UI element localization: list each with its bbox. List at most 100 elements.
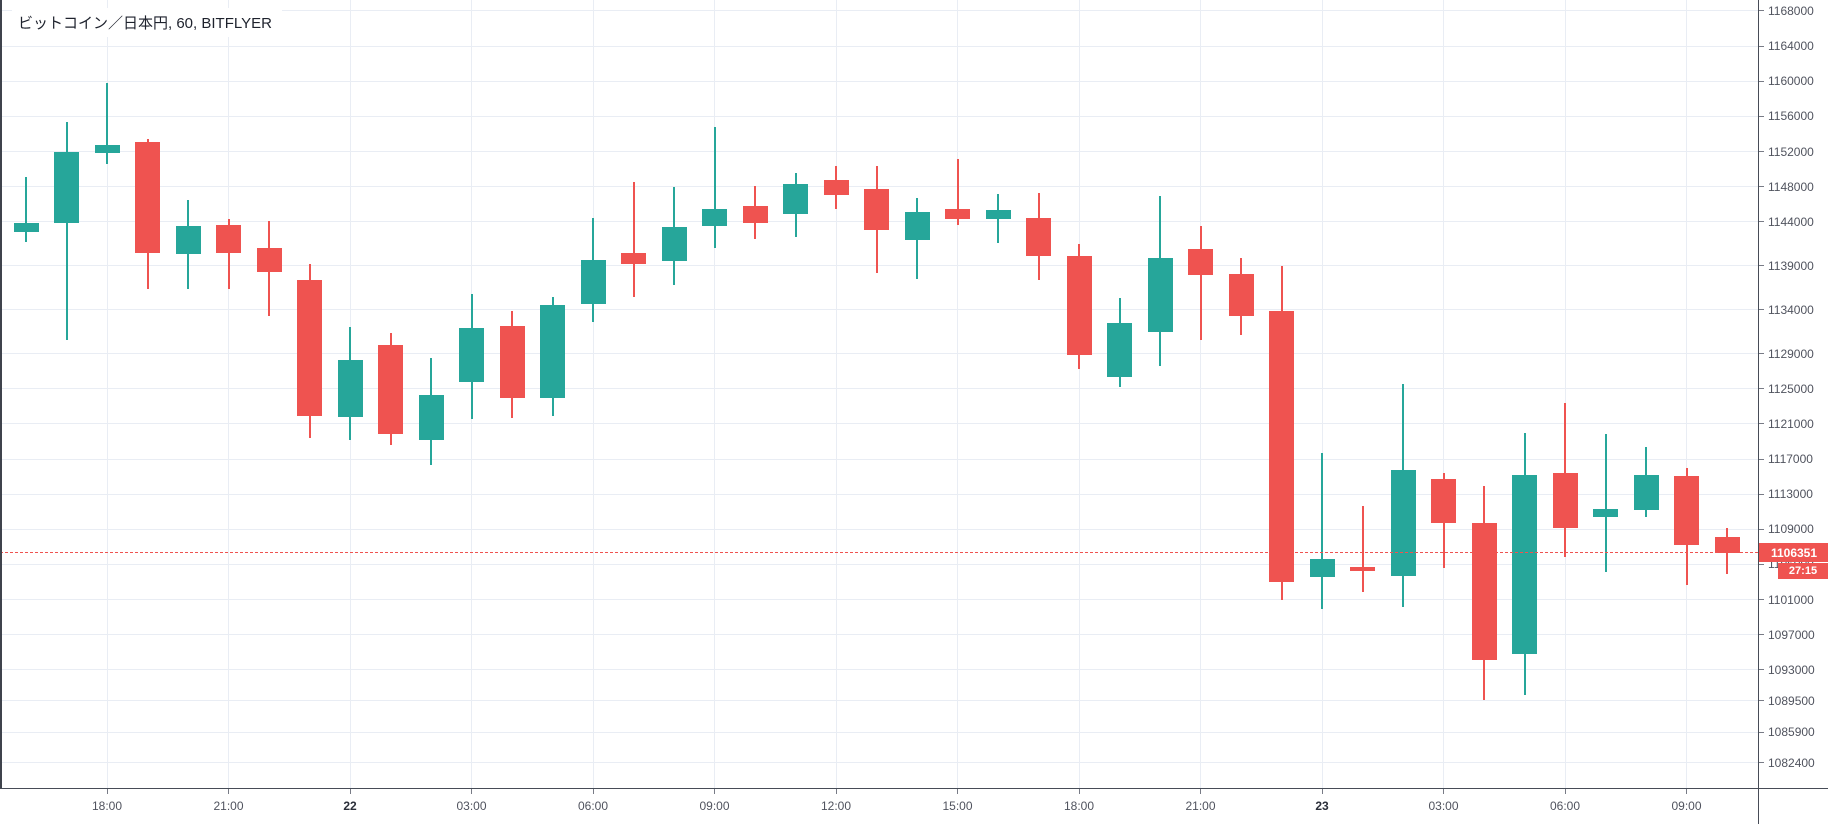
price-tick-label: 1125000 — [1768, 381, 1814, 396]
price-axis[interactable]: 1168000 1164000 1160000 1156000 1152000 11480… — [1758, 0, 1828, 788]
candle-down[interactable] — [864, 189, 889, 230]
time-tick-mark — [835, 789, 837, 794]
h-gridline — [0, 151, 1758, 153]
candle-up[interactable] — [540, 305, 565, 398]
time-tick-mark — [1564, 789, 1566, 794]
candle-down[interactable] — [742, 206, 768, 223]
bar-countdown-badge: 27:15 — [1778, 563, 1828, 580]
candle-down[interactable] — [1269, 310, 1294, 583]
v-gridline — [714, 0, 715, 788]
current-price-line — [0, 552, 1758, 554]
candle-down[interactable] — [1066, 256, 1092, 356]
candle-down[interactable] — [256, 248, 282, 272]
price-tick-mark — [1759, 151, 1764, 153]
h-gridline — [0, 634, 1758, 636]
candle-up[interactable] — [1512, 474, 1537, 655]
price-tick-label: 1134000 — [1768, 302, 1814, 317]
candle-down[interactable] — [1431, 479, 1456, 524]
candle-up[interactable] — [54, 151, 79, 223]
candle-down[interactable] — [1471, 523, 1497, 661]
price-tick-label: 1089500 — [1768, 693, 1815, 708]
h-gridline — [0, 599, 1758, 601]
time-tick-label: 18:00 — [91, 799, 123, 813]
time-tick-label: 03:00 — [1428, 799, 1459, 813]
time-tick-label: 09:00 — [1671, 799, 1702, 813]
candle-down[interactable] — [1714, 537, 1740, 553]
candle-wick — [1604, 433, 1607, 573]
v-gridline — [592, 0, 594, 788]
h-gridline — [0, 528, 1758, 530]
v-gridline — [835, 0, 837, 788]
candle-up[interactable] — [702, 208, 727, 227]
candle-up[interactable] — [418, 394, 444, 440]
price-tick-mark — [1759, 115, 1764, 117]
h-gridline — [0, 700, 1758, 702]
time-tick-label: 21:00 — [213, 799, 244, 813]
candle-up[interactable] — [1633, 474, 1659, 510]
price-tick-mark — [1759, 353, 1764, 355]
h-gridline — [0, 423, 1758, 425]
candle-down[interactable] — [297, 279, 322, 416]
candle-up[interactable] — [580, 260, 606, 304]
candle-wick — [632, 182, 635, 298]
time-tick-mark — [1321, 789, 1323, 794]
current-price-badge: 1106351 — [1759, 543, 1828, 563]
candle-down[interactable] — [823, 179, 849, 195]
price-tick-mark — [1759, 45, 1764, 47]
candle-up[interactable] — [1309, 559, 1335, 577]
time-tick-label: 15:00 — [942, 799, 973, 813]
symbol-legend[interactable]: ビットコイン／日本円, 60, BITFLYER — [12, 8, 282, 37]
price-tick-label: 1160000 — [1768, 74, 1814, 89]
candle-up[interactable] — [783, 184, 808, 214]
time-tick-label: 21:00 — [1185, 799, 1216, 813]
time-tick-mark — [106, 789, 108, 794]
plot-area[interactable] — [0, 0, 1758, 788]
price-tick-label: 1093000 — [1768, 662, 1815, 677]
candle-up[interactable] — [1107, 322, 1132, 378]
candle-down[interactable] — [1228, 273, 1254, 316]
candle-up[interactable] — [1147, 257, 1173, 332]
candle-down[interactable] — [1188, 249, 1213, 276]
candle-down[interactable] — [1674, 475, 1699, 546]
h-gridline — [0, 115, 1758, 117]
price-tick-label: 1097000 — [1768, 627, 1815, 642]
price-tick-mark — [1759, 265, 1764, 267]
price-tick-label: 1144000 — [1768, 214, 1814, 229]
price-tick-mark — [1759, 731, 1764, 733]
candle-down[interactable] — [621, 253, 646, 264]
candle-down[interactable] — [1552, 473, 1578, 528]
candle-up[interactable] — [13, 222, 39, 233]
candle-down[interactable] — [135, 141, 160, 253]
candle-up[interactable] — [459, 328, 484, 382]
candle-up[interactable] — [1390, 470, 1416, 576]
candle-up[interactable] — [94, 145, 120, 154]
candle-up[interactable] — [1593, 509, 1618, 518]
candle-down[interactable] — [1350, 567, 1375, 571]
candle-up[interactable] — [337, 359, 363, 417]
time-axis[interactable]: 18:00 21:00 22 03:00 06:00 09:00 12:00 15:00 18:… — [0, 788, 1758, 824]
v-gridline — [1686, 0, 1687, 788]
candle-down[interactable] — [378, 344, 403, 434]
h-gridline — [0, 731, 1758, 733]
candle-up[interactable] — [175, 226, 201, 255]
price-tick-mark — [1759, 10, 1764, 12]
candle-up[interactable] — [661, 227, 687, 262]
price-tick-mark — [1759, 309, 1764, 311]
candle-up[interactable] — [904, 212, 930, 241]
candle-down[interactable] — [499, 326, 525, 399]
v-gridline — [1321, 0, 1323, 788]
price-tick-label: 1148000 — [1768, 179, 1814, 194]
time-tick-label: 09:00 — [699, 799, 730, 813]
h-gridline — [0, 45, 1758, 47]
time-tick-label: 23 — [1315, 799, 1329, 813]
candle-down[interactable] — [945, 208, 970, 220]
price-tick-label: 1152000 — [1768, 144, 1814, 159]
time-tick-label: 03:00 — [456, 799, 487, 813]
candle-wick — [1321, 452, 1323, 610]
time-tick-mark — [592, 789, 594, 794]
candle-down[interactable] — [216, 225, 241, 253]
candle-down[interactable] — [1026, 218, 1051, 257]
time-tick-label: 12:00 — [820, 799, 852, 813]
candle-wick — [227, 219, 230, 289]
candle-up[interactable] — [985, 209, 1011, 220]
